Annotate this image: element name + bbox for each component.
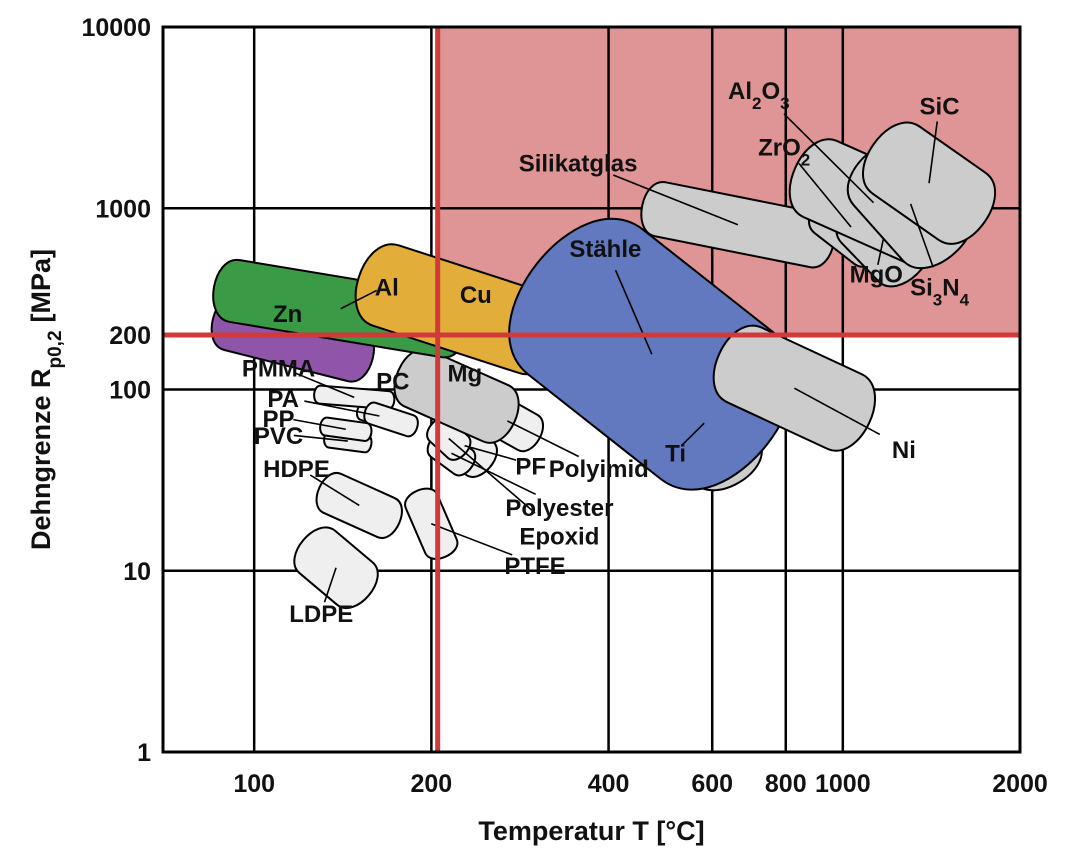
label-staehle: Stähle: [569, 236, 641, 263]
label-pa: PA: [267, 386, 299, 413]
x-tick-label-100: 100: [233, 770, 275, 798]
y-tick-label-1000: 1000: [95, 195, 151, 223]
leader-al: [340, 289, 378, 310]
x-tick-label-400: 400: [588, 770, 630, 798]
label-zro2: ZrO2: [758, 135, 810, 170]
leader-polyester: [451, 452, 536, 496]
region-sic: [862, 121, 997, 245]
leader-ptfe: [430, 523, 513, 556]
y-tick-label-100: 100: [109, 377, 151, 405]
label-pf: PF: [515, 453, 546, 480]
x-axis-title: Temperatur T [°C]: [478, 816, 704, 846]
label-ldpe: LDPE: [289, 601, 353, 628]
label-polyester: Polyester: [505, 495, 613, 522]
region-ptfe: [404, 487, 459, 560]
leader-hdpe: [309, 474, 360, 507]
label-ti: Ti: [665, 441, 686, 468]
label-pc: PC: [376, 369, 409, 396]
label-pmma: PMMA: [242, 355, 315, 382]
label-sic: SiC: [920, 93, 960, 120]
region-hdpe: [315, 471, 403, 539]
y-axis-title: Dehngrenze Rp0,2 [MPa]: [26, 249, 66, 550]
leader-silikatglas: [612, 174, 739, 226]
leader-pa: [304, 400, 380, 417]
region-ni: [712, 324, 876, 452]
threshold-lines: [163, 27, 1020, 752]
leader-mgo: [877, 239, 885, 266]
leader-polyimid: [506, 420, 580, 458]
y-tick-label-1: 1: [137, 739, 151, 767]
leader-ldpe: [323, 567, 337, 603]
label-hdpe: HDPE: [263, 456, 330, 483]
leader-sic: [928, 121, 939, 184]
label-silikatglas: Silikatglas: [519, 150, 638, 177]
label-si3n4: Si3N4: [910, 275, 970, 310]
leader-zro2: [798, 162, 852, 228]
leader-ni: [793, 387, 881, 436]
label-ptfe: PTFE: [504, 553, 565, 580]
label-leader-lines: [293, 113, 939, 603]
label-al: Al: [375, 275, 399, 302]
label-mg: Mg: [448, 360, 483, 387]
label-cu: Cu: [460, 282, 492, 309]
region-pc: [363, 401, 419, 438]
label-al2o3: Al2O3: [728, 78, 790, 113]
y-axis-title-main: Dehngrenze R: [26, 369, 56, 551]
y-tick-label-200: 200: [109, 322, 151, 350]
leader-ti: [681, 422, 705, 446]
y-tick-label-10: 10: [123, 558, 151, 586]
leader-si3n4: [909, 203, 934, 268]
leader-pf: [464, 444, 517, 461]
leader-staehle: [614, 269, 653, 355]
x-tick-label-1000: 1000: [815, 770, 871, 798]
label-ni: Ni: [892, 437, 916, 464]
x-tick-label-800: 800: [765, 770, 807, 798]
x-tick-label-2000: 2000: [992, 770, 1048, 798]
leader-epoxid: [448, 437, 536, 514]
plot-frame: [161, 25, 1022, 754]
tick-labels: 100 200 400 600 800 1000 2000 1 10 100 200 1000 1000…: [81, 14, 1047, 798]
label-mgo: MgO: [850, 261, 903, 288]
leader-pvc: [293, 434, 348, 442]
label-pp: PP: [263, 406, 295, 433]
label-polyimid: Polyimid: [549, 456, 649, 483]
leader-pmma: [294, 372, 355, 399]
x-tick-label-600: 600: [691, 770, 733, 798]
y-axis-title-subscript: p0,2: [45, 330, 66, 368]
label-zn: Zn: [273, 301, 302, 328]
region-mg: [393, 347, 520, 444]
leader-al2o3: [783, 113, 875, 204]
leader-pp: [293, 418, 346, 431]
x-tick-label-200: 200: [411, 770, 453, 798]
y-axis-title-unit: [MPa]: [26, 249, 56, 323]
label-epoxid: Epoxid: [519, 523, 599, 550]
label-pvc: PVC: [254, 423, 303, 450]
y-tick-label-10000: 10000: [81, 14, 151, 42]
material-regions: [210, 121, 997, 609]
